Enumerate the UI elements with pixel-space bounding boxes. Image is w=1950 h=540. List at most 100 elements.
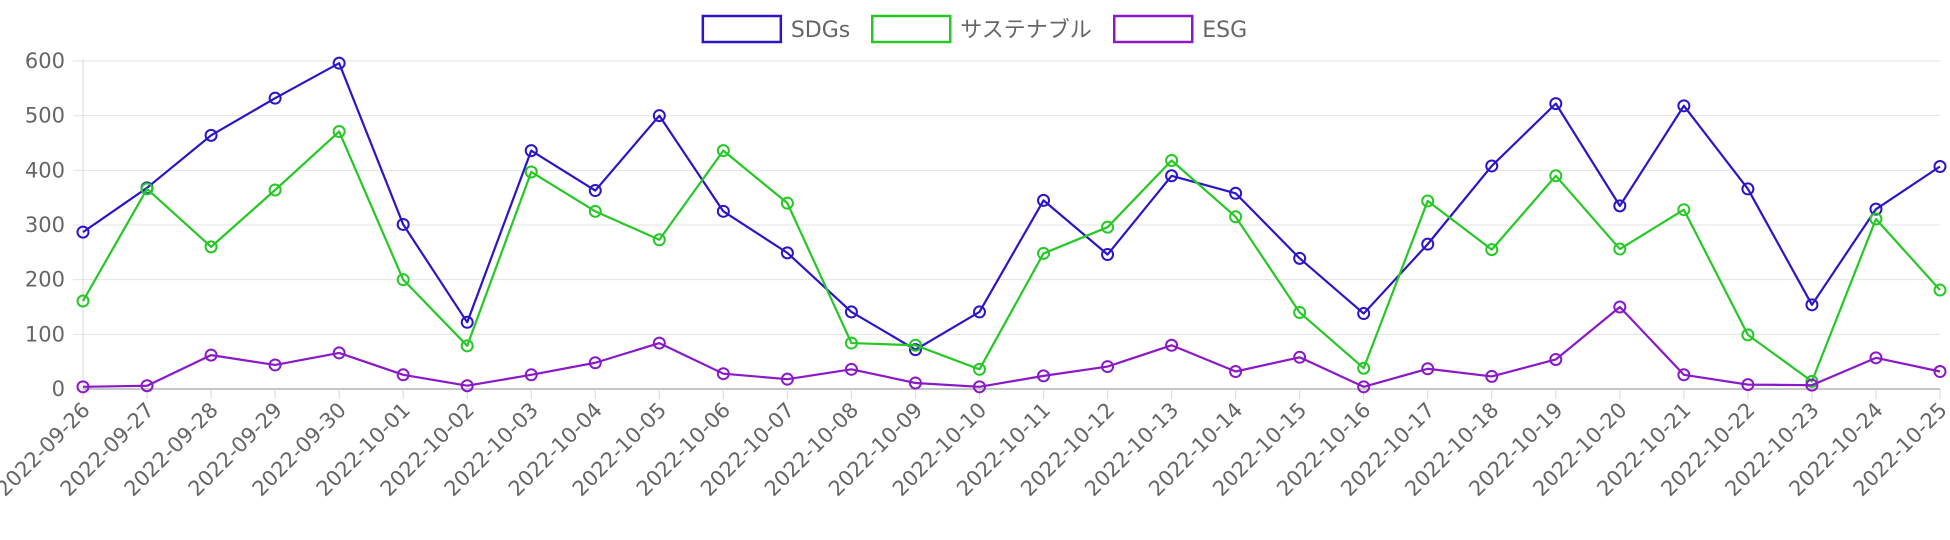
data-point [1293,251,1307,265]
data-point [1229,186,1243,200]
data-point [1101,220,1115,234]
grid-lines [73,60,1940,390]
data-point [1165,153,1179,167]
data-point [1101,248,1115,262]
data-point [908,376,922,390]
data-point [1037,246,1051,260]
data-point [780,246,794,260]
data-point [268,91,282,105]
y-tick-label: 300 [25,213,65,237]
data-point [1549,352,1563,366]
x-axis-ticks: 2022-09-262022-09-272022-09-282022-09-29… [0,398,1950,501]
data-point [396,217,410,231]
data-point [524,165,538,179]
data-point [780,372,794,386]
data-point [1805,378,1819,392]
data-point [1741,182,1755,196]
data-point [140,379,154,393]
data-point [908,338,922,352]
data-point [76,380,90,394]
series-lines [76,56,1947,394]
data-point [588,184,602,198]
data-point [332,56,346,70]
data-point [268,358,282,372]
data-point [1165,338,1179,352]
data-point [1869,351,1883,365]
legend-swatch [701,14,783,44]
data-point [1805,298,1819,312]
data-point [524,368,538,382]
data-point [460,315,474,329]
y-tick-label: 100 [25,322,65,346]
data-point [716,367,730,381]
data-point [1293,350,1307,364]
data-point [1549,169,1563,183]
axes [82,59,1941,399]
data-point [1613,199,1627,213]
data-point [908,343,922,357]
data-point [1933,283,1947,297]
data-point [1677,99,1691,113]
data-point [460,379,474,393]
y-axis-ticks: 0 100 200 300 400 500 600 [25,49,65,401]
legend-swatch [1113,14,1194,44]
data-point [204,348,218,362]
series-1 [76,125,1947,388]
data-point [1229,365,1243,379]
data-point [1805,374,1819,388]
data-point [204,240,218,254]
data-point [1677,203,1691,217]
data-point [972,380,986,394]
data-point [1421,194,1435,208]
data-point [396,368,410,382]
data-point [652,233,666,247]
data-point [1357,380,1371,394]
legend-label: サステナブル [960,18,1092,43]
data-point [972,362,986,376]
legend-label: ESG [1202,18,1247,43]
data-point [460,339,474,353]
y-tick-label: 500 [25,104,65,128]
data-point [1549,97,1563,111]
data-point [332,125,346,139]
legend-label: SDGs [791,18,850,43]
legend: SDGs サステナブル ESG [701,14,1247,44]
data-point [1485,369,1499,383]
y-tick-label: 0 [52,377,65,401]
data-point [716,204,730,218]
data-point [1741,328,1755,342]
data-point [652,336,666,350]
series-2 [76,300,1947,394]
data-point [1229,210,1243,224]
legend-item: サステナブル [871,14,1092,44]
data-point [1037,193,1051,207]
data-point [1165,169,1179,183]
data-point [1421,362,1435,376]
y-tick-label: 200 [25,268,65,292]
data-point [1741,378,1755,392]
y-tick-label: 600 [25,49,65,73]
data-point [1933,160,1947,174]
data-point [588,204,602,218]
data-point [1677,368,1691,382]
data-point [1613,300,1627,314]
data-point [1613,242,1627,256]
data-point [588,356,602,370]
data-point [1421,237,1435,251]
y-tick-label: 400 [25,158,65,182]
data-point [844,362,858,376]
series-line [82,130,1941,383]
data-point [1933,365,1947,379]
data-point [396,273,410,287]
data-point [1293,305,1307,319]
data-point [76,225,90,239]
data-point [524,144,538,158]
series-line [82,62,1941,351]
data-point [1037,369,1051,383]
data-point [1357,361,1371,375]
data-point [76,294,90,308]
legend-swatch [871,14,952,44]
data-point [716,144,730,158]
